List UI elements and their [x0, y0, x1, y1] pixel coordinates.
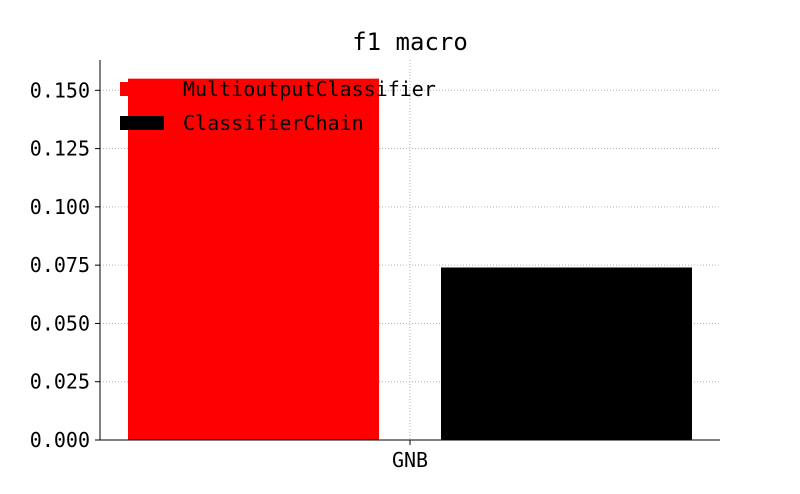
legend-label: MultioutputClassifier — [183, 77, 436, 101]
y-tick-label: 0.075 — [30, 253, 90, 277]
tick-labels: GNB 0.000 0.025 0.050 0.075 0.100 0.125 0.150 — [30, 78, 428, 472]
x-tick-label: GNB — [392, 448, 428, 472]
y-tick-label: 0.125 — [30, 137, 90, 161]
legend-swatch — [120, 82, 164, 96]
y-tick-label: 0.000 — [30, 428, 90, 452]
legend: MultioutputClassifier ClassifierChain — [120, 77, 436, 135]
bar-classifierchain-gnb — [441, 267, 692, 440]
bar-multioutputclassifier-gnb — [128, 78, 379, 441]
legend-label: ClassifierChain — [183, 111, 364, 135]
bars — [128, 78, 692, 441]
y-tick-label: 0.025 — [30, 370, 90, 394]
legend-swatch — [120, 116, 164, 130]
y-tick-label: 0.150 — [30, 78, 90, 102]
chart-title: f1 macro — [352, 28, 468, 56]
y-tick-label: 0.050 — [30, 311, 90, 335]
axes — [95, 60, 720, 445]
y-tick-label: 0.100 — [30, 195, 90, 219]
